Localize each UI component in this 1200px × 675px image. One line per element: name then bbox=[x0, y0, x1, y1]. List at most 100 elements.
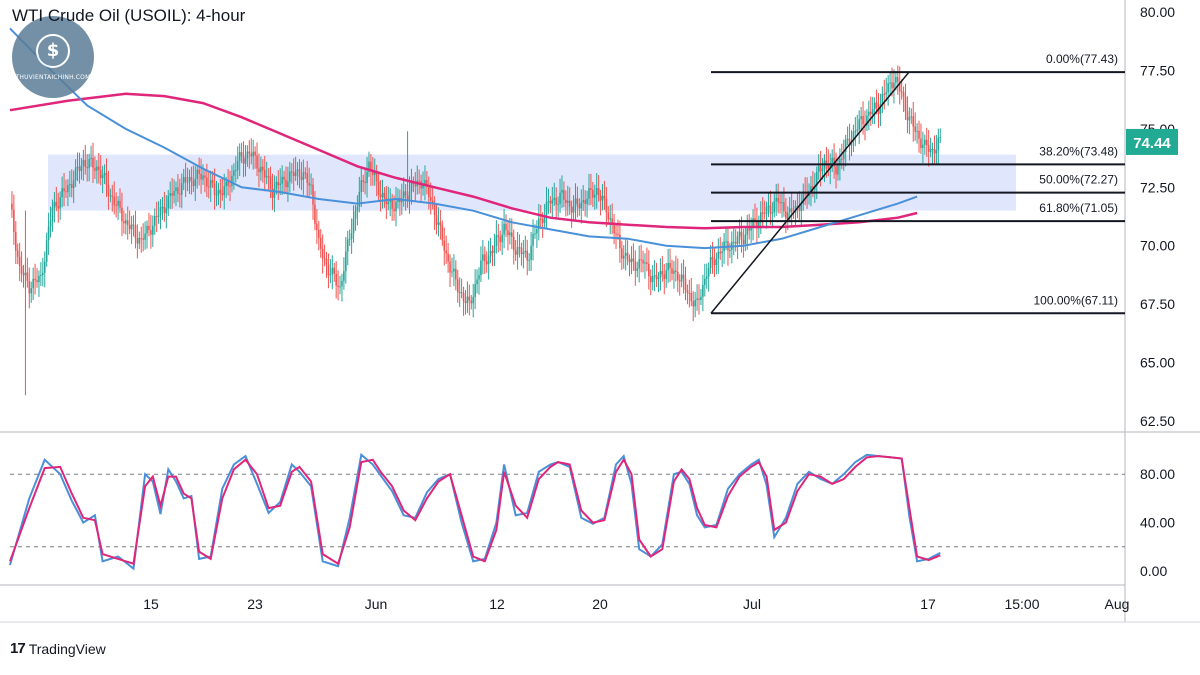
candle-body bbox=[694, 299, 696, 307]
candle-body bbox=[339, 286, 341, 288]
fib-level-label: 38.20%(73.48) bbox=[1039, 144, 1118, 158]
candle-body bbox=[142, 238, 144, 240]
candle-body bbox=[626, 252, 629, 260]
candle-body bbox=[13, 209, 15, 232]
candle-body bbox=[360, 180, 363, 193]
candle-body bbox=[827, 164, 830, 170]
candle-body bbox=[615, 233, 617, 235]
candle-body bbox=[433, 203, 436, 215]
osc-tick-label: 40.00 bbox=[1140, 515, 1175, 531]
candle-body bbox=[86, 167, 88, 169]
candle-body bbox=[138, 238, 141, 244]
candle-body bbox=[59, 197, 61, 209]
candle-body bbox=[198, 169, 200, 174]
candle-body bbox=[617, 234, 619, 236]
candle-body bbox=[372, 171, 374, 175]
candle-body bbox=[621, 248, 623, 259]
candle-body bbox=[914, 126, 916, 132]
candle-body bbox=[732, 241, 735, 243]
candle-body bbox=[175, 187, 177, 192]
candle-body bbox=[152, 225, 154, 235]
candle-body bbox=[800, 203, 803, 211]
candle-body bbox=[665, 270, 667, 280]
candle-body bbox=[568, 200, 571, 207]
candle-body bbox=[676, 271, 679, 281]
candle-body bbox=[370, 161, 372, 172]
candle-body bbox=[819, 166, 822, 172]
candle-body bbox=[366, 171, 368, 184]
candle-body bbox=[924, 139, 926, 145]
candle-body bbox=[839, 158, 841, 166]
candle-body bbox=[796, 206, 799, 208]
candle-body bbox=[333, 267, 336, 274]
candle-body bbox=[549, 201, 552, 204]
candle-body bbox=[707, 268, 710, 277]
candle-body bbox=[593, 194, 596, 198]
candle-body bbox=[597, 188, 600, 196]
candle-body bbox=[422, 185, 424, 189]
candle-body bbox=[358, 192, 361, 207]
candle-body bbox=[271, 188, 274, 198]
candle-body bbox=[304, 172, 307, 174]
candle-body bbox=[927, 145, 930, 153]
candle-body bbox=[74, 167, 77, 181]
candle-body bbox=[854, 130, 857, 132]
candle-body bbox=[725, 241, 727, 243]
candle-body bbox=[258, 168, 260, 173]
candle-body bbox=[810, 186, 812, 192]
candle-body bbox=[169, 193, 171, 196]
candle-body bbox=[580, 202, 583, 209]
candle-body bbox=[43, 261, 46, 273]
candle-body bbox=[285, 179, 287, 188]
candle-body bbox=[729, 250, 731, 252]
price-tick-label: 77.50 bbox=[1140, 62, 1175, 78]
candle-body bbox=[11, 203, 13, 210]
candle-body bbox=[219, 189, 222, 194]
candle-body bbox=[883, 93, 886, 95]
candle-body bbox=[584, 200, 586, 204]
price-tick-label: 65.00 bbox=[1140, 355, 1175, 371]
candle-body bbox=[348, 238, 351, 240]
candle-body bbox=[868, 111, 870, 116]
candle-body bbox=[449, 261, 451, 273]
candle-body bbox=[321, 248, 324, 259]
candle-body bbox=[561, 189, 563, 193]
candle-body bbox=[157, 215, 160, 217]
candle-body bbox=[767, 205, 770, 207]
candle-body bbox=[115, 204, 117, 206]
candle-body bbox=[429, 197, 432, 201]
tradingview-brand[interactable]: 17 TradingView bbox=[10, 640, 106, 657]
price-tick-label: 67.50 bbox=[1140, 296, 1175, 312]
candle-body bbox=[775, 197, 778, 202]
candle-body bbox=[414, 184, 417, 187]
candle-body bbox=[574, 198, 577, 207]
candle-body bbox=[179, 193, 181, 195]
candle-body bbox=[254, 151, 256, 156]
candle-body bbox=[462, 292, 465, 302]
candle-body bbox=[875, 102, 878, 109]
candle-body bbox=[161, 206, 164, 208]
candle-body bbox=[773, 201, 776, 213]
candle-body bbox=[771, 212, 774, 214]
candle-body bbox=[929, 149, 932, 153]
candle-body bbox=[364, 181, 366, 184]
candle-body bbox=[391, 199, 393, 209]
candle-body bbox=[335, 273, 337, 286]
candle-body bbox=[480, 260, 482, 276]
candle-body bbox=[45, 240, 48, 262]
candle-body bbox=[300, 176, 303, 180]
candle-body bbox=[632, 258, 635, 262]
candle-body bbox=[742, 239, 745, 245]
candle-body bbox=[88, 159, 90, 169]
candle-body bbox=[619, 234, 621, 249]
candle-body bbox=[601, 195, 604, 201]
candle-body bbox=[182, 177, 185, 184]
candle-body bbox=[267, 176, 270, 178]
candle-body bbox=[541, 218, 544, 224]
candle-body bbox=[501, 234, 503, 243]
candle-body bbox=[692, 301, 695, 307]
candle-body bbox=[651, 275, 654, 283]
candle-body bbox=[781, 202, 783, 204]
candle-body bbox=[190, 177, 193, 181]
